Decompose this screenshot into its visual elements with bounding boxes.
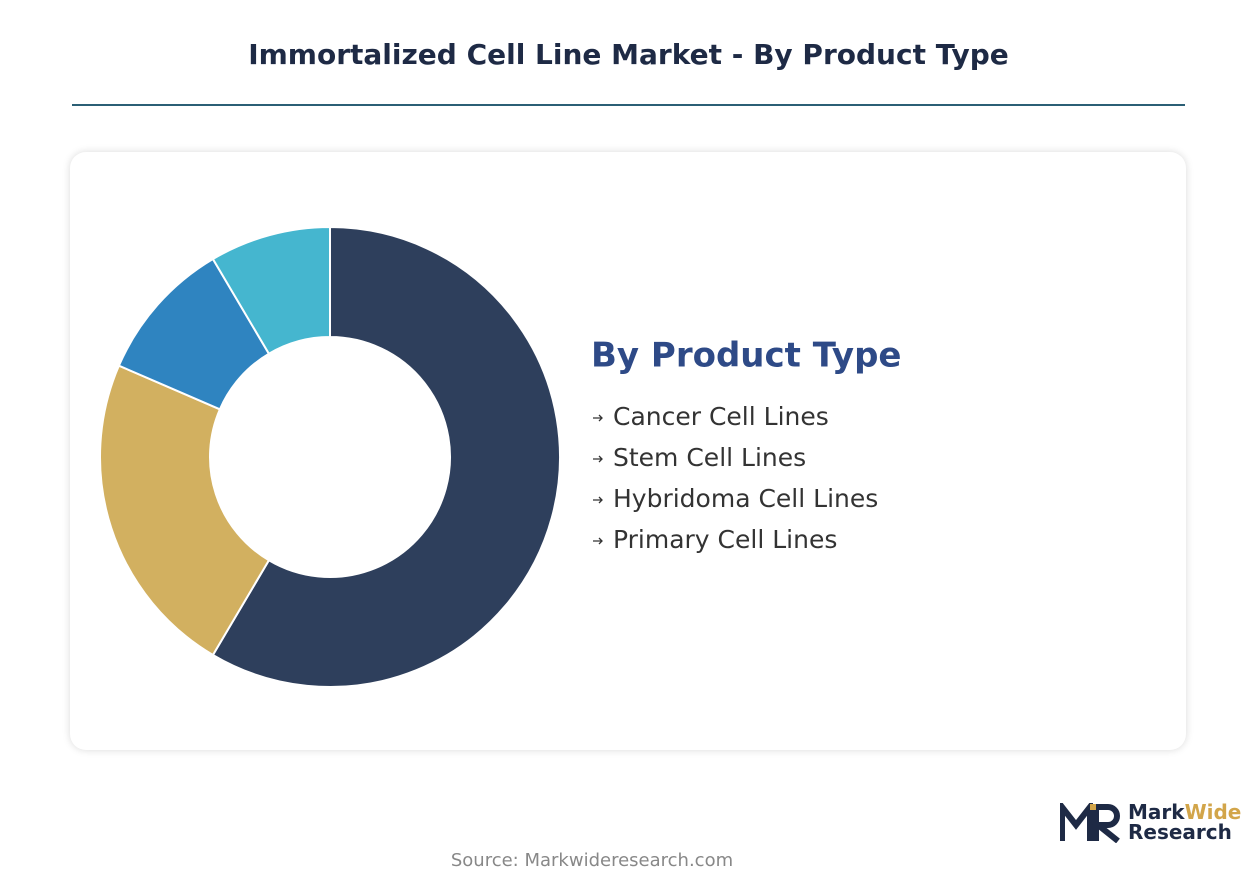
slice: [211, 225, 331, 356]
legend-arrow: [593, 455, 603, 463]
logo: MarkWide Research: [1060, 800, 1245, 845]
legend-label: Stem Cell Lines: [613, 443, 806, 472]
logo-icon: [1060, 803, 1120, 843]
legend-label: Cancer Cell Lines: [613, 402, 829, 431]
source: Source: Markwideresearch.com: [450, 850, 734, 871]
legend-arrow: [593, 537, 603, 545]
legend-arrow: [593, 496, 603, 504]
logo-wide: Wide: [1184, 800, 1242, 824]
logo-mark: Mark: [1128, 800, 1185, 824]
legend-label: Hybridoma Cell Lines: [613, 484, 878, 513]
chart-title: Immortalized Cell Line Market - By Produ…: [248, 38, 1009, 71]
logo-research: Research: [1128, 820, 1232, 844]
legend-title: By Product Type: [591, 336, 901, 376]
legend-label: Primary Cell Lines: [613, 525, 837, 554]
title-rule: [72, 104, 1185, 106]
slice: [211, 225, 561, 688]
logo-text: MarkWide: [1128, 800, 1241, 824]
legend-arrow: [593, 414, 603, 422]
slice: [99, 364, 271, 657]
